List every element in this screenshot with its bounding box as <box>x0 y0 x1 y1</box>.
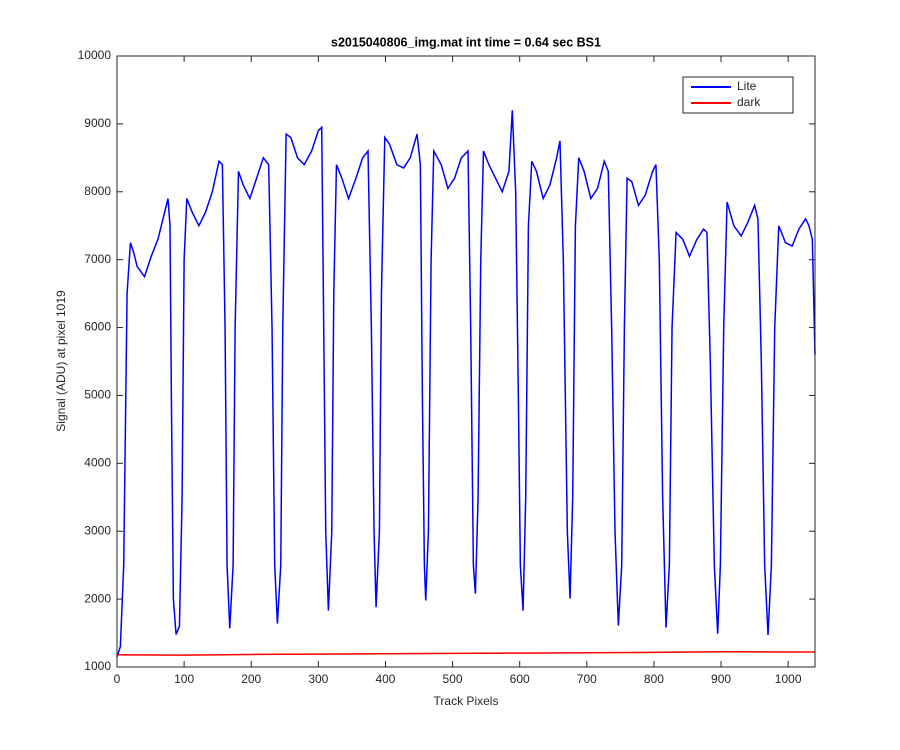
chart-title: s2015040806_img.mat int time = 0.64 sec … <box>331 35 601 49</box>
y-tick-label: 6000 <box>84 320 111 334</box>
y-tick-label: 3000 <box>84 523 111 537</box>
x-axis-label: Track Pixels <box>434 694 499 708</box>
y-tick-label: 8000 <box>84 184 111 198</box>
x-tick-label: 700 <box>577 672 597 686</box>
plot-frame <box>116 55 816 668</box>
legend-box <box>682 76 794 114</box>
y-tick-label: 1000 <box>84 659 111 673</box>
x-tick-label: 800 <box>644 672 664 686</box>
x-tick-label: 500 <box>443 672 463 686</box>
x-tick-label: 100 <box>174 672 194 686</box>
y-tick-label: 2000 <box>84 591 111 605</box>
x-tick-label: 200 <box>241 672 261 686</box>
y-axis-label: Signal (ADU) at pixel 1019 <box>54 290 68 432</box>
x-tick-label: 0 <box>114 672 121 686</box>
line-series <box>116 650 815 656</box>
x-tick-label: 300 <box>308 672 328 686</box>
legend-label: Lite <box>737 79 757 93</box>
y-tick-label: 5000 <box>84 388 111 402</box>
x-tick-label: 600 <box>510 672 530 686</box>
y-tick-label: 7000 <box>84 252 111 266</box>
legend-label: dark <box>737 95 761 109</box>
y-tick-label: 9000 <box>84 116 111 130</box>
x-tick-label: 400 <box>375 672 395 686</box>
y-tick-label: 10000 <box>78 48 112 62</box>
x-tick-label: 900 <box>711 672 731 686</box>
y-tick-label: 4000 <box>84 456 111 470</box>
x-tick-label: 1000 <box>775 672 802 686</box>
line-series <box>116 110 816 658</box>
